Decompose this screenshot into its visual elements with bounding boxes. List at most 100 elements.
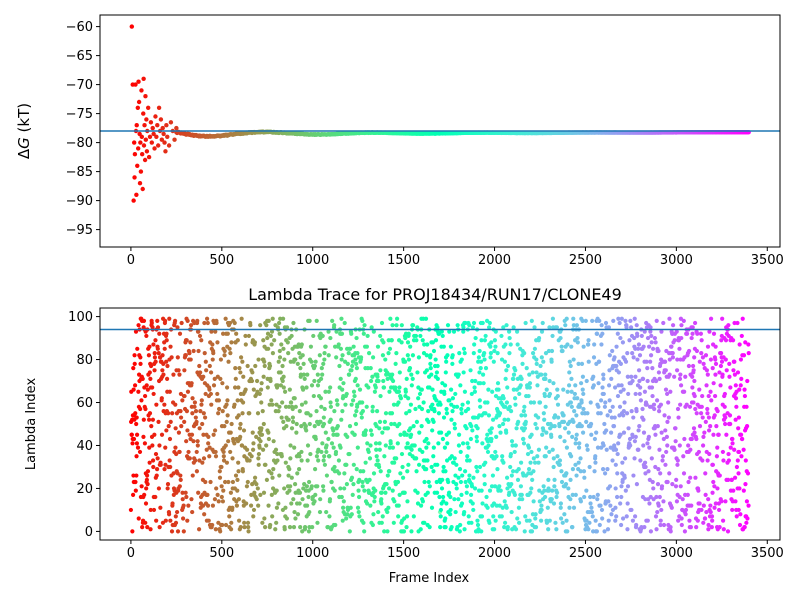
lambda-point (353, 357, 358, 362)
lambda-point (515, 477, 521, 482)
lambda-point (226, 439, 231, 444)
lambda-point (659, 484, 665, 489)
lambda-point (694, 411, 699, 416)
lambda-point (706, 522, 711, 528)
lambda-point (240, 400, 246, 405)
lambda-point (340, 353, 345, 358)
lambda-trace-y-tick-label: 80 (76, 353, 93, 368)
lambda-point (326, 389, 332, 394)
lambda-point (374, 447, 379, 452)
lambda-point (466, 514, 471, 519)
lambda-point (263, 462, 268, 467)
lambda-point (361, 331, 366, 336)
lambda-point (264, 323, 269, 328)
lambda-point (630, 434, 635, 439)
lambda-point (642, 329, 647, 334)
lambda-point (456, 443, 462, 448)
lambda-point (199, 402, 204, 407)
lambda-point (547, 391, 553, 397)
lambda-point (628, 325, 634, 330)
lambda-point (679, 323, 684, 328)
lambda-point (198, 370, 203, 375)
lambda-point (738, 383, 743, 388)
lambda-point (659, 507, 664, 513)
lambda-point (558, 516, 564, 521)
lambda-point (180, 497, 185, 502)
lambda-point (598, 503, 603, 508)
lambda-point (146, 353, 152, 358)
lambda-point (390, 378, 396, 384)
lambda-point (628, 318, 633, 323)
lambda-point (579, 400, 584, 405)
lambda-point (363, 432, 368, 437)
lambda-point (589, 509, 595, 515)
lambda-point (353, 376, 358, 381)
lambda-point (472, 342, 477, 347)
lambda-point (492, 527, 497, 532)
lambda-point (262, 363, 267, 369)
lambda-point (145, 482, 150, 487)
lambda-point (732, 320, 737, 326)
lambda-point (440, 494, 446, 500)
lambda-point (561, 419, 567, 424)
lambda-point (743, 482, 748, 487)
lambda-point (206, 518, 211, 523)
lambda-point (398, 432, 403, 437)
lambda-point (679, 522, 684, 528)
lambda-point (501, 460, 506, 465)
lambda-point (137, 449, 143, 455)
lambda-point (222, 353, 227, 358)
lambda-point (332, 488, 337, 493)
lambda-point (418, 527, 423, 532)
lambda-point (362, 488, 367, 493)
lambda-point (178, 477, 183, 482)
lambda-point (391, 520, 396, 525)
lambda-point (350, 363, 355, 369)
lambda-point (305, 372, 310, 377)
lambda-point (359, 415, 364, 420)
lambda-point (648, 325, 653, 330)
lambda-point (344, 516, 349, 521)
lambda-point (246, 525, 251, 530)
lambda-point (318, 376, 324, 381)
lambda-point (574, 413, 579, 418)
lambda-trace-y-tick-label: 0 (85, 525, 93, 540)
lambda-point (672, 374, 677, 379)
lambda-point (147, 445, 152, 450)
lambda-point (653, 514, 659, 519)
lambda-point (132, 353, 137, 358)
lambda-point (241, 428, 247, 433)
lambda-point (619, 383, 624, 388)
lambda-point (167, 458, 172, 463)
lambda-point (344, 391, 349, 397)
lambda-point (668, 525, 673, 530)
lambda-point (529, 432, 534, 437)
lambda-point (259, 432, 265, 437)
lambda-point (684, 402, 689, 407)
lambda-point (636, 447, 641, 452)
lambda-point (508, 451, 514, 457)
lambda-point (240, 411, 245, 416)
lambda-point (404, 432, 410, 437)
lambda-point (543, 454, 548, 459)
lambda-point (190, 473, 195, 478)
lambda-point (153, 494, 158, 500)
lambda-point (701, 503, 706, 508)
lambda-point (200, 421, 205, 427)
lambda-point (190, 411, 195, 416)
lambda-point (395, 479, 401, 485)
lambda-point (562, 439, 567, 444)
lambda-point (697, 359, 702, 364)
lambda-point (502, 417, 507, 422)
lambda-point (709, 514, 715, 519)
lambda-point (188, 323, 194, 328)
lambda-point (613, 447, 619, 452)
lambda-point (177, 331, 183, 336)
lambda-point (220, 409, 225, 414)
lambda-point (496, 387, 501, 392)
lambda-point (521, 441, 527, 446)
lambda-point (404, 445, 409, 450)
lambda-point (531, 456, 536, 461)
lambda-point (425, 458, 430, 463)
lambda-point (497, 411, 503, 416)
